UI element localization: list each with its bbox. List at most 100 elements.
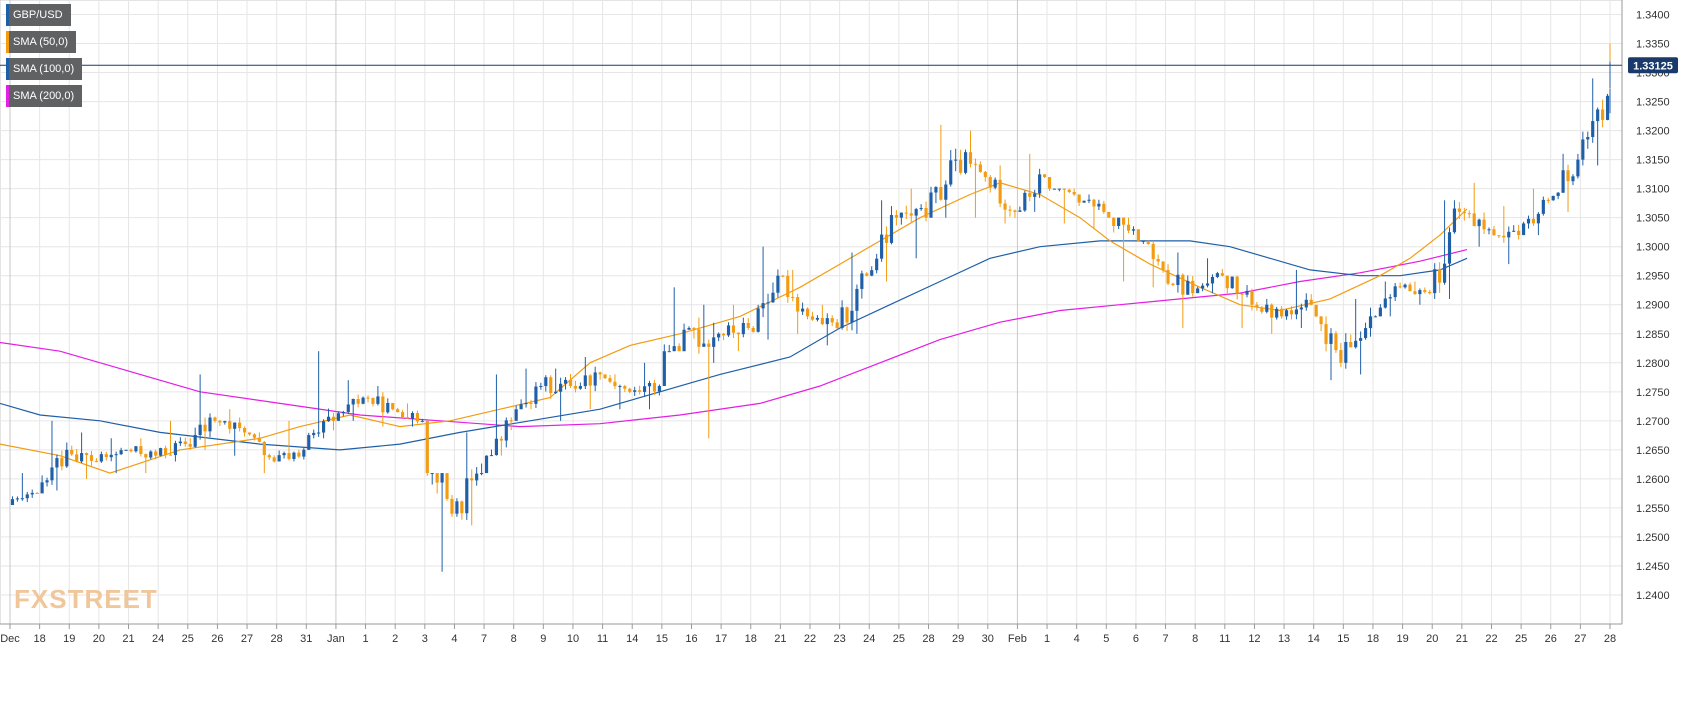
x-tick-label: 13 (1278, 633, 1290, 645)
candle-body (50, 467, 54, 481)
candle-body (1442, 263, 1447, 283)
candle-body (1166, 269, 1170, 284)
candle-body (534, 386, 538, 404)
x-tick-label: 27 (241, 633, 253, 645)
candle-body (810, 316, 815, 320)
candle-body (978, 164, 982, 172)
candle-body (865, 273, 869, 276)
y-tick-label: 1.2550 (1636, 503, 1670, 515)
candle-body (20, 498, 24, 500)
candle-body (973, 163, 978, 165)
candle-body (667, 351, 671, 353)
candle-body (751, 327, 755, 332)
candle-body (1141, 240, 1145, 242)
x-tick-label: 19 (1396, 633, 1408, 645)
candle-body (326, 416, 331, 422)
candle-body (1482, 219, 1486, 230)
candle-body (480, 473, 484, 475)
candle-body (1196, 288, 1200, 294)
candle-body (149, 451, 153, 458)
candle-body (1280, 308, 1284, 317)
candle-body (410, 413, 415, 419)
y-tick-label: 1.2450 (1636, 561, 1670, 573)
candle-body (430, 473, 434, 475)
candle-body (1156, 258, 1160, 262)
candle-body (514, 409, 518, 421)
candle-body (840, 307, 844, 328)
candle-body (109, 454, 113, 458)
candle-body (682, 329, 686, 352)
candle-body (860, 273, 864, 289)
candle-body (968, 152, 973, 164)
candle-body (598, 372, 602, 375)
legend-item-sma50[interactable]: SMA (50,0) (6, 31, 77, 53)
candle-body (963, 152, 968, 173)
candle-body (519, 404, 523, 410)
candle-body (855, 288, 859, 311)
candle-body (386, 402, 390, 413)
candle-body (1077, 194, 1081, 203)
candle-body (1235, 276, 1239, 294)
legend-item-sma100[interactable]: SMA (100,0) (6, 58, 83, 80)
candle-body (578, 386, 582, 389)
candle-body (899, 212, 903, 218)
candle-body (252, 434, 257, 438)
candle-body (1260, 307, 1264, 312)
candle-body (45, 480, 49, 483)
candle-body (104, 454, 108, 458)
candle-body (1334, 333, 1338, 351)
candle-body (440, 473, 444, 483)
y-tick-label: 1.3350 (1636, 39, 1670, 51)
candle-body (75, 454, 79, 462)
x-tick-label: 25 (1515, 633, 1527, 645)
candle-body (94, 460, 98, 462)
candle-body (1023, 192, 1027, 211)
candle-body (1033, 193, 1037, 197)
candle-body (736, 332, 740, 335)
candle-body (134, 446, 138, 452)
x-tick-label: 26 (1545, 633, 1557, 645)
x-tick-label: 21 (122, 633, 134, 645)
candle-body (1428, 291, 1432, 294)
candle-body (1186, 280, 1190, 295)
candle-body (40, 482, 44, 494)
legend-item-gbpusd[interactable]: GBP/USD (6, 4, 71, 26)
candle-body (1398, 286, 1402, 288)
x-tick-label: 24 (863, 633, 875, 645)
candle-body (588, 375, 592, 386)
candle-body (835, 322, 839, 328)
candle-body (1117, 217, 1121, 226)
legend-item-sma200[interactable]: SMA (200,0) (6, 85, 83, 107)
candle-body (1462, 211, 1466, 214)
candle-body (756, 308, 760, 332)
y-tick-label: 1.2600 (1636, 474, 1670, 486)
x-tick-label: 21 (1456, 633, 1468, 645)
candle-body (717, 333, 721, 338)
candle-body (1304, 299, 1308, 308)
y-tick-label: 1.3250 (1636, 97, 1670, 109)
candle-body (1349, 342, 1353, 348)
candle-body (1452, 208, 1457, 233)
candle-body (1433, 269, 1437, 294)
candle-body (870, 270, 874, 276)
candle-body (988, 177, 992, 188)
candle-body (1517, 230, 1521, 236)
x-tick-label: 2 (392, 633, 398, 645)
candle-body (30, 492, 34, 495)
x-tick-label: Jan (327, 633, 345, 645)
x-tick-label: 10 (567, 633, 579, 645)
legend-label: SMA (100,0) (13, 63, 75, 75)
candle-body (1205, 283, 1210, 286)
candle-body (1339, 350, 1343, 363)
candle-body (568, 379, 573, 387)
candle-body (1512, 230, 1516, 232)
candle-body (805, 308, 810, 317)
candle-body (687, 327, 691, 330)
x-tick-label: 18 (745, 633, 757, 645)
candle-body (317, 432, 321, 434)
candle-body (307, 435, 311, 450)
candle-body (1591, 121, 1595, 138)
candle-body (820, 317, 824, 325)
